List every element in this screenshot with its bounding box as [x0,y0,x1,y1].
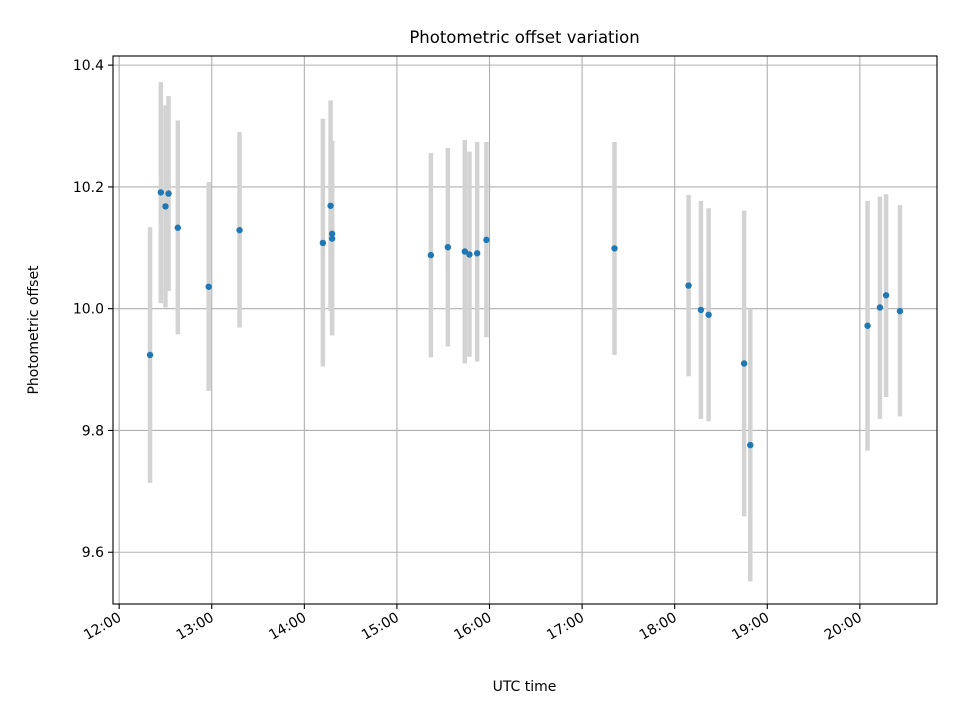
x-axis-label: UTC time [493,679,557,695]
x-tick-label: 18:00 [637,610,680,644]
y-axis-ticks: 9.6 9.8 10.0 10.2 10.4 [73,58,113,561]
data-point [174,224,182,231]
data-point [697,306,705,314]
y-tick-label: 10.4 [73,58,104,74]
data-point [876,304,884,311]
data-point [157,189,165,196]
grid [113,56,937,604]
x-tick-label: 16:00 [452,610,495,644]
chart-title: Photometric offset variation [409,28,639,47]
data-point [327,202,334,209]
data-point [328,230,336,237]
data-point [444,243,452,251]
x-tick-label: 13:00 [174,610,217,644]
x-tick-label: 17:00 [544,610,587,644]
data-point [747,441,754,449]
data-points [146,189,904,449]
y-tick-label: 10.2 [73,180,104,196]
data-point [205,283,212,290]
data-point [165,190,172,197]
x-tick-label: 20:00 [822,610,865,644]
data-point [162,203,169,210]
data-point [864,322,871,329]
y-tick-label: 10.0 [73,302,104,318]
data-point [466,251,473,258]
data-point [473,250,481,257]
data-point [146,351,154,359]
data-point [236,226,243,234]
data-point [611,245,618,252]
data-point [319,239,327,247]
x-tick-label: 14:00 [266,610,309,644]
data-point [328,235,336,242]
x-axis-ticks: 12:00 13:00 14:00 15:00 16:00 17:00 18:00 19:00… [81,604,865,644]
x-tick-label: 19:00 [729,610,772,644]
data-point [685,282,692,289]
x-tick-label: 15:00 [359,610,402,644]
y-tick-label: 9.8 [82,423,104,439]
y-axis-label: Photometric offset [26,265,42,395]
data-point [740,360,748,367]
data-point [427,251,435,259]
x-tick-label: 12:00 [81,610,124,644]
data-point [705,311,712,318]
error-bars [147,82,903,582]
data-point [483,236,490,244]
data-point [461,248,469,255]
y-tick-label: 9.6 [82,545,104,561]
data-point [896,307,904,315]
data-point [882,292,890,299]
plot-frame [112,55,938,605]
